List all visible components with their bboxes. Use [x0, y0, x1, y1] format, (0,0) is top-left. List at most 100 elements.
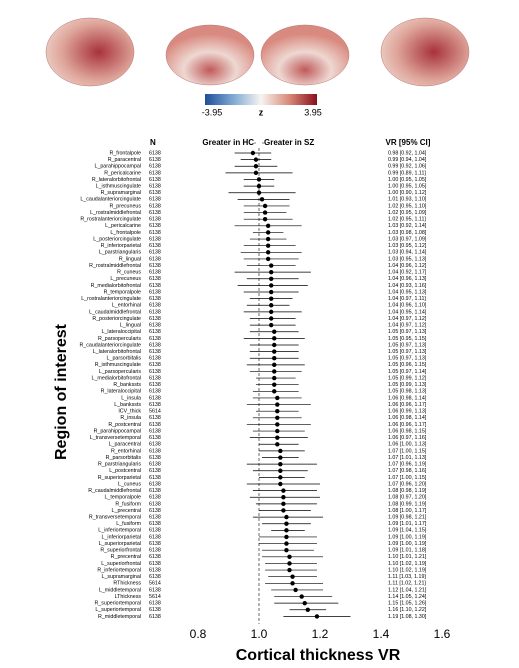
row-ci-label: 1.04 [0.96, 1.13]	[388, 276, 427, 282]
row-ci-label: 1.09 [1.01, 1.17]	[388, 521, 427, 527]
brain-left-lateral	[45, 17, 135, 87]
row-label: R_transversetemporal	[89, 515, 141, 521]
row-label: R_caudalanteriorcingulate	[79, 342, 141, 348]
row-n: 5614	[149, 594, 161, 600]
row-ci-label: 1.05 [0.97, 1.13]	[388, 356, 427, 362]
row-ci-label: 1.16 [1.10, 1.22]	[388, 607, 427, 613]
right-header: Greater in SZ	[264, 138, 314, 147]
row-label: R_lateraloccipital	[101, 389, 141, 395]
row-label: L_bankssts	[114, 402, 141, 408]
colorbar-max: 3.95	[304, 107, 322, 117]
row-label: RThickness	[113, 581, 141, 587]
row-n: 6138	[149, 177, 161, 183]
row-label: L_caudalmiddlefrontal	[89, 309, 141, 315]
row-n: 6138	[149, 548, 161, 554]
row-n: 6138	[149, 316, 161, 322]
row-n: 6138	[149, 230, 161, 236]
row-n: 6138	[149, 170, 161, 176]
point-estimate	[281, 495, 286, 500]
row-ci-label: 1.10 [1.02, 1.19]	[388, 567, 427, 573]
row-label: L_posteriorcingulate	[93, 236, 141, 242]
point-estimate	[281, 501, 286, 507]
row-n: 6138	[149, 402, 161, 408]
row-label: R_inferiortemporal	[97, 567, 141, 573]
row-n: 6138	[149, 243, 161, 249]
point-estimate	[272, 382, 277, 387]
row-ci-label: 1.07 [1.00, 1.15]	[388, 475, 427, 481]
row-ci-label: 0.99 [0.89, 1.11]	[388, 170, 426, 176]
point-estimate	[284, 541, 289, 546]
point-estimate	[265, 230, 271, 235]
point-estimate	[278, 455, 283, 460]
row-label: R_parsorbitalis	[106, 455, 142, 461]
row-n: 6138	[149, 395, 161, 401]
row-ci-label: 1.02 [0.95, 1.10]	[388, 203, 427, 209]
row-label: R_precuneus	[109, 203, 141, 209]
row-ci-label: 1.04 [0.97, 1.12]	[388, 316, 427, 322]
row-ci-label: 1.05 [0.96, 1.15]	[388, 362, 427, 368]
point-estimate	[278, 475, 283, 480]
row-label: R_rostralmiddlefrontal	[89, 263, 141, 269]
row-label: L_insula	[121, 395, 141, 401]
point-estimate	[293, 587, 298, 593]
row-ci-label: 1.10 [1.02, 1.19]	[388, 561, 427, 567]
row-label: R_middletemporal	[98, 614, 141, 620]
row-n: 6138	[149, 442, 161, 448]
row-ci-label: 1.04 [0.96, 1.12]	[388, 263, 427, 269]
row-ci-label: 1.06 [0.96, 1.17]	[388, 422, 427, 428]
row-ci-label: 0.99 [0.94, 1.04]	[388, 157, 427, 163]
row-ci-label: 1.04 [0.96, 1.10]	[388, 303, 427, 309]
row-n: 6138	[149, 534, 161, 540]
row-label: L_medialorbitofrontal	[92, 375, 141, 381]
row-label: R_entorhinal	[111, 448, 141, 454]
row-ci-label: 1.14 [1.05, 1.24]	[388, 594, 427, 600]
row-label: L_parsorbitalis	[107, 356, 142, 362]
row-n: 6138	[149, 157, 161, 163]
row-label: R_fusiform	[115, 501, 141, 507]
row-n: 6138	[149, 217, 161, 223]
brain-left-medial	[165, 24, 255, 86]
row-ci-label: 0.98 [0.92, 1.04]	[388, 150, 427, 156]
row-n: 6138	[149, 283, 161, 289]
row-ci-label: 1.12 [1.04, 1.21]	[388, 587, 427, 593]
row-n: 6138	[149, 236, 161, 242]
row-n: 6138	[149, 389, 161, 395]
point-estimate	[284, 521, 289, 526]
point-estimate	[284, 534, 289, 540]
row-n: 6138	[149, 375, 161, 381]
point-estimate	[253, 170, 259, 176]
row-n: 6138	[149, 150, 161, 156]
row-label: R_paracentral	[108, 157, 141, 163]
row-n: 6138	[149, 448, 161, 454]
row-n: 6138	[149, 495, 161, 501]
row-ci-label: 1.05 [0.99, 1.12]	[388, 375, 427, 381]
point-estimate	[250, 150, 256, 156]
row-ci-label: 1.07 [0.96, 1.20]	[388, 481, 427, 487]
row-n: 6138	[149, 203, 161, 209]
row-ci-label: 1.11 [1.03, 1.19]	[388, 574, 426, 580]
point-estimate	[272, 329, 277, 334]
row-n: 6138	[149, 263, 161, 269]
brain-right-lateral	[380, 17, 470, 87]
row-ci-label: 1.03 [0.95, 1.13]	[388, 256, 427, 262]
row-n: 6138	[149, 488, 161, 494]
point-estimate	[278, 481, 283, 487]
row-label: L_entorhinal	[112, 303, 141, 309]
x-tick-label: 0.8	[190, 627, 207, 641]
row-n: 6138	[149, 342, 161, 348]
colorbar	[205, 94, 317, 105]
row-ci-label: 1.05 [0.97, 1.13]	[388, 329, 427, 335]
row-label: R_inferiorparietal	[101, 243, 141, 249]
point-estimate	[265, 256, 271, 262]
point-estimate	[269, 283, 274, 288]
row-n: 6138	[149, 164, 161, 170]
row-n: 6138	[149, 223, 161, 229]
row-n: 6138	[149, 607, 161, 613]
row-n: 5614	[149, 581, 161, 587]
brain-right-medial	[260, 24, 350, 86]
n-header: N	[150, 138, 156, 147]
row-n: 6138	[149, 190, 161, 196]
row-n: 6138	[149, 356, 161, 362]
row-label: R_frontalpole	[109, 150, 141, 156]
